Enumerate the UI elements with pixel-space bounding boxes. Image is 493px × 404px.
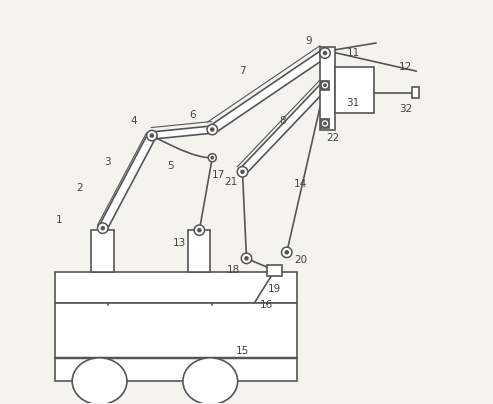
Text: 32: 32 xyxy=(399,104,412,114)
Text: 3: 3 xyxy=(105,157,111,167)
Circle shape xyxy=(150,134,153,137)
Circle shape xyxy=(241,170,244,173)
Circle shape xyxy=(324,122,326,125)
Text: 5: 5 xyxy=(167,161,174,171)
Text: 20: 20 xyxy=(294,255,308,265)
Text: 22: 22 xyxy=(326,133,340,143)
Circle shape xyxy=(282,247,292,258)
Text: 4: 4 xyxy=(131,116,137,126)
Circle shape xyxy=(211,128,214,131)
Circle shape xyxy=(285,251,288,254)
Text: 14: 14 xyxy=(294,179,308,189)
Bar xyxy=(320,81,329,90)
Circle shape xyxy=(241,253,252,263)
Bar xyxy=(92,230,114,272)
Circle shape xyxy=(324,84,326,86)
Text: 6: 6 xyxy=(189,110,195,120)
Circle shape xyxy=(320,48,330,58)
Ellipse shape xyxy=(183,358,238,404)
Text: 9: 9 xyxy=(306,36,312,46)
Polygon shape xyxy=(99,133,156,230)
Circle shape xyxy=(146,130,157,141)
Circle shape xyxy=(323,51,326,55)
Text: 7: 7 xyxy=(239,66,246,76)
Text: 16: 16 xyxy=(260,300,273,309)
Circle shape xyxy=(245,257,248,260)
Text: 31: 31 xyxy=(347,98,360,108)
Polygon shape xyxy=(210,49,327,133)
Polygon shape xyxy=(151,126,212,139)
Text: 15: 15 xyxy=(236,346,249,356)
Circle shape xyxy=(194,225,205,236)
Ellipse shape xyxy=(72,358,127,404)
Bar xyxy=(55,303,297,381)
Bar xyxy=(55,272,297,303)
Text: 21: 21 xyxy=(225,177,238,187)
Text: 11: 11 xyxy=(347,48,360,58)
Text: 2: 2 xyxy=(76,183,83,193)
Text: 8: 8 xyxy=(280,116,286,126)
Bar xyxy=(335,67,374,114)
Bar xyxy=(320,47,335,130)
Text: 12: 12 xyxy=(399,62,412,72)
Circle shape xyxy=(101,227,105,230)
Circle shape xyxy=(237,166,247,177)
Bar xyxy=(412,87,419,98)
Text: 1: 1 xyxy=(56,215,63,225)
Circle shape xyxy=(211,156,213,159)
Circle shape xyxy=(198,229,201,232)
Text: 13: 13 xyxy=(173,238,186,248)
Text: 19: 19 xyxy=(268,284,282,294)
Circle shape xyxy=(98,223,108,234)
Circle shape xyxy=(208,154,216,162)
Bar xyxy=(320,119,329,128)
Circle shape xyxy=(321,120,329,128)
Circle shape xyxy=(321,81,329,89)
Text: 18: 18 xyxy=(227,265,240,276)
Circle shape xyxy=(207,124,217,135)
Bar xyxy=(188,230,211,272)
Text: 17: 17 xyxy=(211,170,225,180)
Bar xyxy=(267,265,282,276)
Polygon shape xyxy=(240,82,328,175)
